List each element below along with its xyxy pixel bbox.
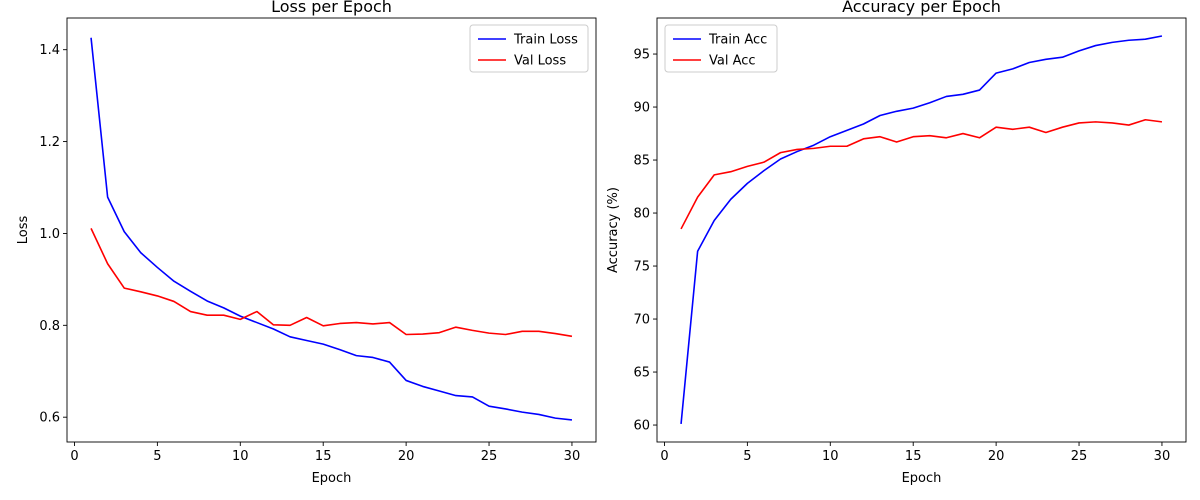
loss-y-tick-label: 1.0 [39,227,60,242]
accuracy-y-tick-label: 90 [633,101,650,116]
loss-legend-label: Train Loss [513,33,578,48]
loss-y-tick-label: 0.6 [39,411,60,426]
accuracy-y-tick-label: 75 [633,260,650,275]
loss-x-tick-label: 5 [153,449,161,464]
accuracy-x-axis-label: Epoch [902,471,942,486]
accuracy-series-line-train-acc [680,35,1163,425]
accuracy-y-tick-label: 65 [633,366,650,381]
accuracy-x-tick-label: 25 [1071,449,1088,464]
accuracy-legend: Train Acc Val Acc [664,24,778,73]
accuracy-legend-label: Val Acc [709,54,756,69]
accuracy-x-tick-label: 20 [988,449,1005,464]
accuracy-y-tick-label: 85 [633,154,650,169]
accuracy-x-tick-label: 10 [822,449,839,464]
accuracy-axes-frame [656,17,1187,443]
accuracy-chart-title: Accuracy per Epoch [842,0,1001,16]
loss-y-axis-label: Loss [16,216,31,245]
accuracy-y-tick-label: 80 [633,207,650,222]
loss-x-tick-label: 25 [481,449,498,464]
loss-x-tick-label: 15 [315,449,332,464]
accuracy-chart-panel: Accuracy per Epoch 0 5 10 15 20 25 30 60 65 70 75 80… [606,0,1187,486]
loss-chart-title: Loss per Epoch [271,0,392,16]
loss-legend-label: Val Loss [514,54,566,69]
loss-x-tick-label: 30 [564,449,581,464]
loss-y-tick-label: 1.4 [39,43,60,58]
accuracy-x-tick-label: 5 [743,449,751,464]
accuracy-y-tick-label: 70 [633,313,650,328]
loss-legend: Train Loss Val Loss [469,24,589,73]
loss-x-tick-label: 0 [70,449,78,464]
accuracy-y-axis-label: Accuracy (%) [606,187,621,273]
accuracy-x-tick-label: 30 [1154,449,1171,464]
loss-y-tick-label: 0.8 [39,319,60,334]
accuracy-x-tick-label: 0 [660,449,668,464]
accuracy-legend-label: Train Acc [708,33,767,48]
accuracy-y-tick-label: 95 [633,48,650,63]
loss-y-tick-label: 1.2 [39,135,60,150]
loss-x-tick-label: 10 [232,449,249,464]
loss-series-line-train-loss [90,37,573,421]
accuracy-x-tick-label: 15 [905,449,922,464]
loss-axes-frame [66,17,597,443]
loss-series-line-val-loss [90,228,573,338]
loss-x-axis-label: Epoch [312,471,352,486]
accuracy-series-line-val-acc [680,118,1163,230]
loss-x-tick-label: 20 [398,449,415,464]
accuracy-y-tick-label: 60 [633,419,650,434]
loss-chart-panel: Loss per Epoch 0 5 10 15 20 25 30 0.6 0.8 1.0 1.2 1.… [16,0,597,486]
